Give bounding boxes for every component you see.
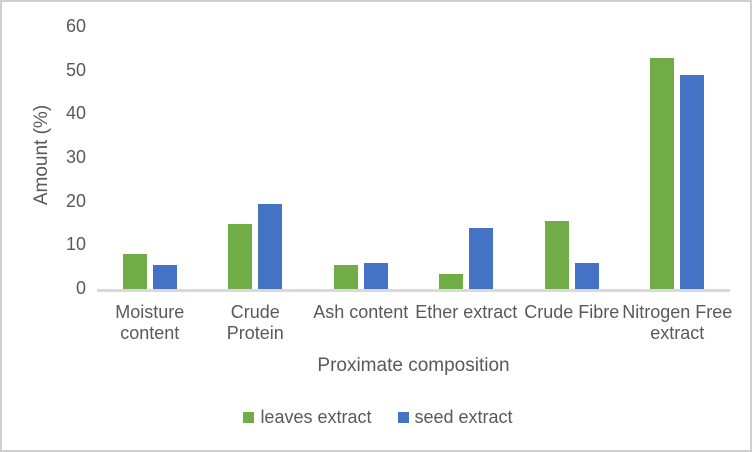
chart-legend: leaves extract seed extract (2, 407, 750, 428)
legend-item-leaves-extract: leaves extract (243, 407, 372, 428)
category-label-nitrogen-free-extract: Nitrogen Free extract (622, 302, 733, 343)
bar-seed-extract-ether-extract (469, 227, 494, 289)
y-tick-label-0: 0 (75, 278, 86, 298)
x-axis-line (97, 289, 730, 292)
bar-leaves-extract-crude-protein (228, 223, 253, 289)
category-label-crude-fibre: Crude Fibre (524, 302, 620, 322)
bar-leaves-extract-ether-extract (439, 273, 464, 289)
bar-seed-extract-crude-protein (258, 203, 283, 289)
bar-leaves-extract-moisture-content (122, 254, 147, 289)
bar-seed-extract-crude-fibre (574, 262, 599, 289)
category-label-moisture-content: Moisture content (115, 302, 185, 343)
legend-swatch-icon (397, 412, 409, 423)
y-tick-label-40: 40 (65, 103, 86, 124)
category-label-ether-extract: Ether extract (415, 302, 518, 322)
category-label-crude-protein: Crude Protein (226, 302, 284, 343)
x-axis-title: Proximate composition (317, 355, 510, 376)
category-label-ash-content: Ash content (313, 302, 409, 322)
bar-leaves-extract-crude-fibre (544, 221, 569, 289)
bar-leaves-extract-nitrogen-free-extract (650, 58, 675, 289)
bar-seed-extract-moisture-content (152, 264, 177, 289)
legend-label: leaves extract (260, 407, 372, 427)
y-tick-label-60: 60 (65, 16, 86, 36)
bar-leaves-extract-ash-content (333, 264, 358, 289)
legend-swatch-icon (243, 412, 255, 423)
legend-item-seed-extract: seed extract (397, 407, 513, 428)
y-tick-label-30: 30 (65, 147, 86, 167)
y-tick-label-50: 50 (65, 59, 86, 80)
y-tick-label-10: 10 (65, 234, 86, 255)
bar-seed-extract-ash-content (363, 262, 388, 289)
legend-label: seed extract (414, 407, 513, 427)
bar-seed-extract-nitrogen-free-extract (680, 75, 705, 289)
y-tick-label-20: 20 (65, 190, 86, 211)
